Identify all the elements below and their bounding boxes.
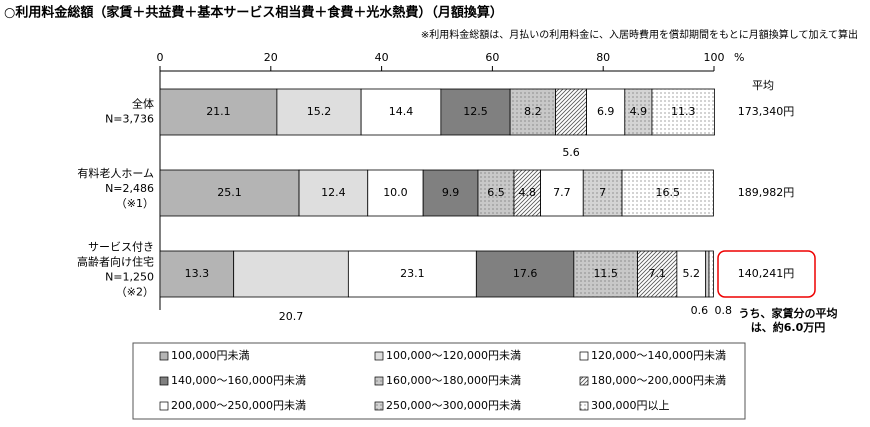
bar-segment <box>360 88 442 136</box>
category-label: N=1,250 <box>105 271 154 284</box>
category-label: N=3,736 <box>105 113 154 126</box>
legend-label: 250,000～300,000円未満 <box>386 399 521 412</box>
legend-swatch <box>159 401 169 411</box>
legend-swatch <box>374 401 384 411</box>
bar-segment <box>422 169 479 217</box>
value-label: 11.5 <box>593 267 618 280</box>
bar-segment <box>573 250 638 298</box>
value-label: 0.8 <box>714 304 732 317</box>
legend-box <box>132 342 746 420</box>
note: ※利用料金総額は、月払いの利用料金に、入居時費用を償却期間をもとに月額換算して加… <box>421 28 858 41</box>
value-label: 25.1 <box>217 186 242 199</box>
bar-segment <box>708 250 714 298</box>
category-label: サービス付き <box>88 241 154 254</box>
value-label: 9.9 <box>442 186 460 199</box>
category-label: 高齢者向け住宅 <box>77 255 154 269</box>
chart-title: ○利用料金総額（家賃＋共益費＋基本サービス相当費＋食費＋光水熱費）（月額換算） <box>4 5 503 21</box>
legend-swatch <box>579 401 589 411</box>
bar-segment <box>347 250 477 298</box>
x-tick-label: 0 <box>157 51 164 64</box>
value-label: 4.8 <box>519 186 537 199</box>
category-label: 有料老人ホーム <box>77 166 154 180</box>
bar-segment <box>621 169 714 217</box>
value-label: 0.6 <box>691 304 709 317</box>
value-label: 6.5 <box>487 186 505 199</box>
annotation: は、約6.0万円 <box>751 320 826 334</box>
bar-segment <box>513 169 541 217</box>
bar-segment <box>298 169 369 217</box>
value-label: 21.1 <box>206 105 231 118</box>
bar-segment <box>582 169 623 217</box>
category-label: N=2,486 <box>105 182 154 195</box>
bar-segment <box>159 88 278 136</box>
x-unit: % <box>734 51 744 64</box>
legend-label: 160,000～180,000円未満 <box>386 374 521 387</box>
legend-swatch <box>579 351 589 361</box>
value-label: 4.9 <box>630 105 648 118</box>
value-label: 10.0 <box>383 186 408 199</box>
legend-swatch <box>374 376 384 386</box>
highlight-box <box>717 250 816 298</box>
legend-label: 300,000円以上 <box>591 399 670 412</box>
legend-swatch <box>579 376 589 386</box>
value-label: 7 <box>599 186 606 199</box>
legend-label: 180,000～200,000円未満 <box>591 374 726 387</box>
average-value: 189,982円 <box>738 186 795 199</box>
average-header: 平均 <box>752 79 774 92</box>
legend-swatch <box>159 376 169 386</box>
bar-segment <box>676 250 707 298</box>
category-label: （※1） <box>116 197 154 210</box>
legend-label: 200,000～250,000円未満 <box>171 399 306 412</box>
value-label: 11.3 <box>671 105 696 118</box>
x-tick-label: 20 <box>264 51 278 64</box>
value-label: 12.5 <box>463 105 488 118</box>
value-label: 15.2 <box>307 105 332 118</box>
x-tick-label: 40 <box>375 51 389 64</box>
legend-label: 100,000円未満 <box>171 349 250 362</box>
value-label: 16.5 <box>655 186 680 199</box>
value-label: 8.2 <box>524 105 542 118</box>
x-tick-label: 60 <box>485 51 499 64</box>
legend-label: 140,000～160,000円未満 <box>171 374 306 387</box>
value-label: 6.9 <box>597 105 615 118</box>
bar-segment <box>586 88 626 136</box>
x-tick-label: 80 <box>596 51 610 64</box>
bar-segment <box>159 250 235 298</box>
bar-segment <box>159 169 300 217</box>
bar-segment <box>475 250 575 298</box>
legend-swatch <box>159 351 169 361</box>
value-label: 17.6 <box>513 267 538 280</box>
x-tick-label: 100 <box>704 51 725 64</box>
legend-label: 120,000～140,000円未満 <box>591 349 726 362</box>
bar-segment <box>440 88 511 136</box>
bar-segment <box>509 88 556 136</box>
bar-segment <box>555 88 587 136</box>
legend-swatch <box>374 351 384 361</box>
value-label: 20.7 <box>279 310 304 323</box>
value-label: 23.1 <box>400 267 425 280</box>
average-value: 140,241円 <box>738 267 795 280</box>
bar-segment <box>540 169 584 217</box>
average-value: 173,340円 <box>738 105 795 118</box>
value-label: 13.3 <box>185 267 210 280</box>
annotation: うち、家賃分の平均 <box>739 306 838 320</box>
category-label: （※2） <box>116 286 154 299</box>
bar-segment <box>276 88 362 136</box>
bar-segment <box>651 88 715 136</box>
value-label: 7.1 <box>648 267 666 280</box>
bar-segment <box>233 250 349 298</box>
bar-segment <box>705 250 710 298</box>
value-label: 5.6 <box>562 146 580 159</box>
category-label: 全体 <box>132 97 154 111</box>
bar-segment <box>637 250 678 298</box>
value-label: 14.4 <box>389 105 414 118</box>
value-label: 12.4 <box>321 186 346 199</box>
value-label: 7.7 <box>553 186 571 199</box>
value-label: 5.2 <box>683 267 701 280</box>
legend-label: 100,000～120,000円未満 <box>386 349 521 362</box>
